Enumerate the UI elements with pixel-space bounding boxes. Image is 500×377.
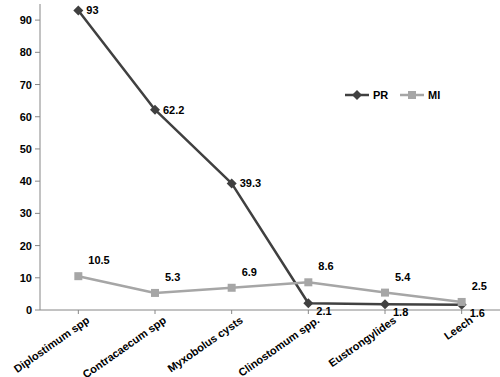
data-label: 39.3 [240, 177, 261, 189]
data-label: 1.6 [470, 307, 485, 319]
data-label: 2.1 [316, 305, 331, 317]
series-line [78, 10, 461, 304]
data-label: 93 [86, 4, 98, 16]
x-tick-label: Myxobolus cysts [165, 314, 244, 375]
y-tick [35, 213, 40, 214]
marker-diamond [303, 298, 313, 308]
data-label: 1.8 [393, 306, 408, 318]
marker-square [74, 272, 82, 280]
y-tick [35, 148, 40, 149]
marker-diamond [150, 105, 160, 115]
legend-label: PR [373, 89, 388, 101]
x-axis-line [40, 310, 500, 311]
x-tick-label: Contracaecum spp [80, 314, 168, 377]
y-tick [35, 310, 40, 311]
x-tick-label: Diplostimum spp [12, 314, 92, 375]
y-tick [35, 116, 40, 117]
x-tick [308, 310, 309, 314]
data-label: 8.6 [318, 260, 333, 272]
marker-diamond [352, 90, 362, 100]
x-tick [385, 310, 386, 314]
data-label: 6.9 [242, 266, 257, 278]
y-tick-label: 0 [26, 304, 32, 316]
y-tick-label: 90 [20, 14, 32, 26]
y-tick-label: 30 [20, 207, 32, 219]
marker-square [458, 298, 466, 306]
y-tick-label: 10 [20, 272, 32, 284]
marker-diamond [73, 5, 83, 15]
marker-square [151, 289, 159, 297]
chart-container: 0 10 20 30 40 50 60 70 80 90 Diplostimum sppContra… [0, 0, 500, 377]
x-tick [78, 310, 79, 314]
y-tick-label: 60 [20, 111, 32, 123]
y-axis-line [40, 4, 41, 310]
x-tick [231, 310, 232, 314]
y-tick-label: 70 [20, 79, 32, 91]
data-label: 62.2 [163, 104, 184, 116]
data-label: 2.5 [472, 280, 487, 292]
y-tick [35, 52, 40, 53]
x-tick-label: Eustrongylides [326, 314, 398, 369]
data-label: 5.3 [165, 271, 180, 283]
data-label: 10.5 [88, 254, 109, 266]
y-tick-label: 40 [20, 175, 32, 187]
y-tick [35, 20, 40, 21]
y-tick [35, 277, 40, 278]
y-tick [35, 181, 40, 182]
marker-square [304, 278, 312, 286]
data-labels: 93 62.2 39.3 2.1 1.8 1.6 10.5 5.3 6.9 8.6 5.4 2.5 [86, 4, 487, 318]
y-tick-label: 20 [20, 240, 32, 252]
x-tick [155, 310, 156, 314]
x-tick-label: Clinostomum spp. [236, 314, 321, 377]
legend: PR MI [345, 89, 440, 101]
legend-label: MI [428, 89, 440, 101]
marker-square [408, 91, 416, 99]
y-tick [35, 84, 40, 85]
x-tick [461, 310, 462, 314]
marker-diamond [380, 299, 390, 309]
data-label: 5.4 [395, 271, 411, 283]
plot-area [73, 5, 466, 309]
marker-diamond [227, 178, 237, 188]
chart-svg: 0 10 20 30 40 50 60 70 80 90 Diplostimum sppContra… [0, 0, 500, 377]
marker-square [381, 289, 389, 297]
y-tick-label: 50 [20, 143, 32, 155]
marker-square [228, 284, 236, 292]
y-tick-label: 80 [20, 46, 32, 58]
y-tick [35, 245, 40, 246]
